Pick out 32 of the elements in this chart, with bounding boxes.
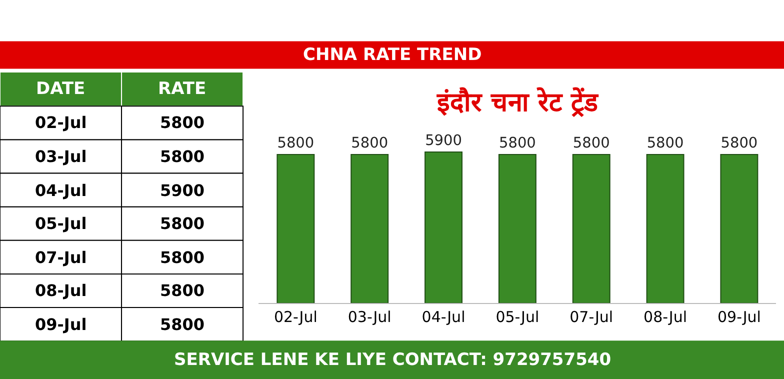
text: 5800 [160,315,205,334]
x-tick-label: 08-Jul [644,308,687,326]
text: 5900 [160,181,205,200]
text: SERVICE LENE KE LIYE CONTACT: 9729757540 [174,350,612,370]
data-label: 5800 [351,136,388,152]
text: DATE [36,79,86,99]
x-tick-label: 09-Jul [717,308,761,326]
text: 5800 [160,248,205,267]
data-label: 5800 [572,136,610,152]
text: 03-Jul [35,147,87,166]
data-label: 5800 [498,136,536,152]
x-tick-label: 03-Jul [348,308,392,326]
text: 5800 [160,281,205,300]
text: 5800 [160,214,205,233]
data-label: 5800 [277,136,314,152]
data-label: 5800 [720,136,758,152]
text: 08-Jul [35,281,87,300]
chart-subtitle: इंदौर चना रेट ट्रेंड [436,87,600,118]
text: RATE [158,79,206,99]
x-tick-label: 02-Jul [274,308,318,326]
text: 05-Jul [35,214,87,233]
text: 02-Jul [35,113,87,132]
x-tick-label: 04-Jul [422,308,466,326]
chart-title: CHNA RATE TREND [303,45,482,65]
data-label: 5800 [646,136,684,152]
text: 04-Jul [35,181,87,200]
text: 07-Jul [35,248,87,267]
x-tick-label: 07-Jul [570,308,614,326]
x-tick-label: 05-Jul [496,308,540,326]
data-label: 5900 [425,133,462,150]
text: 5800 [160,113,205,132]
text: 5800 [160,147,205,166]
